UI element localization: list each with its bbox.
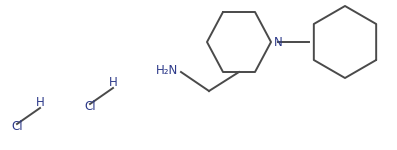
Text: H₂N: H₂N [156, 64, 178, 78]
Text: H: H [109, 76, 118, 90]
Text: Cl: Cl [84, 100, 96, 114]
Text: H: H [36, 96, 44, 110]
Text: N: N [274, 36, 283, 48]
Text: Cl: Cl [11, 120, 23, 134]
